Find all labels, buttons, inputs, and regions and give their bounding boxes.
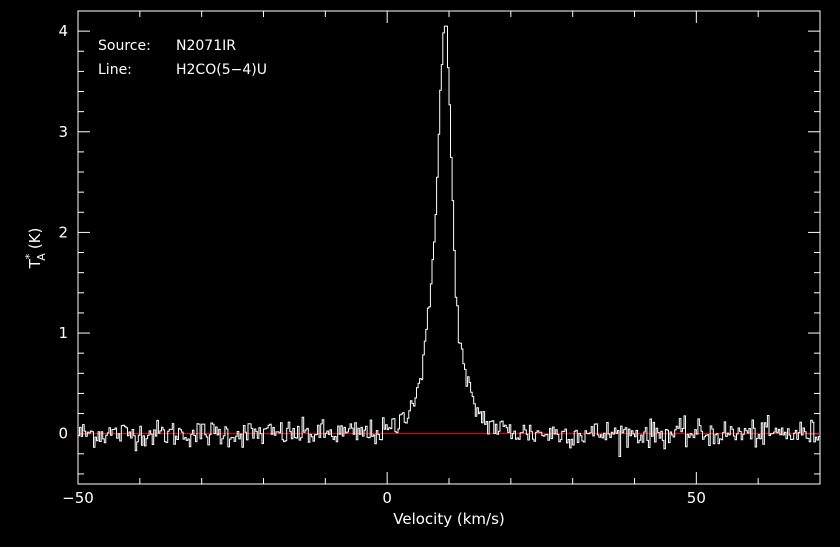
svg-text:T*A(K): T*A (K)	[23, 228, 48, 270]
spectrum-line	[78, 25, 820, 457]
annotation-source-key: Source:	[98, 38, 151, 54]
y-axis-ticks: 0 1 2 3 4	[58, 10, 820, 475]
y-tick-label: 0	[58, 425, 68, 443]
y-axis-label-sub: A	[35, 253, 48, 261]
annotation-line-key: Line:	[98, 62, 132, 78]
y-axis-label-main: T	[26, 258, 44, 269]
y-tick-label: 4	[58, 22, 68, 40]
x-tick-label: 0	[382, 489, 392, 507]
y-axis-label: T*A (K)	[23, 228, 48, 270]
y-axis-label-sup: *	[23, 253, 36, 259]
x-tick-label: 50	[687, 489, 706, 507]
annotation-source-value: N2071IR	[176, 38, 236, 54]
y-tick-label: 1	[58, 324, 68, 342]
y-axis-label-unit: (K)	[26, 228, 44, 250]
y-tick-label: 2	[58, 223, 68, 241]
x-tick-label: −50	[62, 489, 94, 507]
x-axis-label: Velocity (km/s)	[393, 510, 504, 528]
annotation-line-value: H2CO(5−4)U	[176, 62, 267, 78]
x-axis-ticks: −50 0 50	[62, 11, 821, 507]
y-tick-label: 3	[58, 123, 68, 141]
